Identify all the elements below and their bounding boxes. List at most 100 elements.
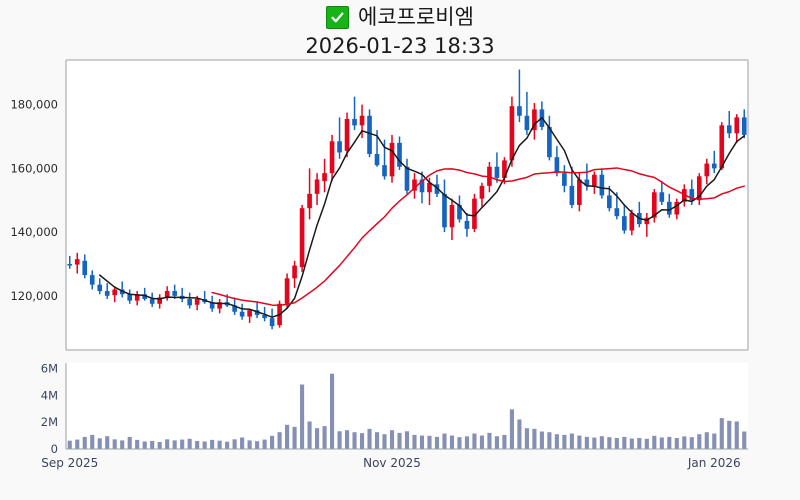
candle-body (352, 118, 357, 126)
volume-bar (652, 435, 657, 449)
candle-body (89, 275, 95, 285)
volume-bar (90, 434, 95, 449)
candlestick (711, 150, 717, 174)
candle-body (172, 291, 177, 296)
candlestick (629, 209, 635, 236)
candle-body (239, 311, 245, 317)
volume-bar (352, 432, 357, 449)
moving-average-long-line (211, 167, 745, 306)
volume-bar (427, 435, 432, 449)
volume-bar (682, 436, 687, 449)
candle-body (82, 260, 88, 276)
candlestick (142, 287, 148, 301)
candle-body (689, 189, 695, 201)
volume-bar (359, 433, 365, 449)
moving-average-short-line (98, 116, 745, 318)
candle-body (629, 212, 635, 231)
volume-bar (479, 435, 485, 449)
volume-bar (255, 441, 260, 449)
candle-body (427, 182, 432, 193)
volume-bar (397, 432, 402, 449)
volume-bar (509, 409, 514, 449)
volume-bar (247, 440, 252, 449)
candle-body (142, 294, 148, 300)
candle-body (419, 179, 425, 193)
x-axis-tick-label: Jan 2026 (687, 456, 741, 470)
candle-body (696, 176, 702, 201)
candlestick (104, 283, 110, 300)
candle-body (524, 115, 530, 131)
candle-body (292, 265, 297, 279)
candle-body (599, 174, 605, 196)
candlestick (562, 165, 567, 193)
candle-body (67, 263, 73, 266)
candle-body (322, 173, 327, 182)
candlestick (164, 286, 170, 301)
candlestick (464, 212, 470, 237)
candle-body (532, 109, 537, 131)
candle-body (337, 141, 342, 153)
volume-bar (157, 442, 162, 449)
volume-bar (719, 418, 724, 449)
volume-bar (577, 435, 582, 449)
candlestick (532, 103, 537, 140)
candle-body (329, 141, 335, 174)
volume-bar (374, 432, 380, 449)
volume-bar (412, 434, 417, 449)
volume-bar (75, 439, 80, 449)
candle-body (734, 117, 740, 134)
candlestick (74, 252, 80, 274)
candle-body (517, 106, 522, 116)
candlestick (239, 303, 245, 320)
volume-bar (697, 434, 702, 449)
volume-bar (240, 437, 245, 449)
volume-bar (502, 434, 507, 449)
candle-body (404, 166, 410, 191)
candlestick (307, 168, 312, 220)
volume-bar (622, 436, 627, 449)
volume-bar (404, 431, 410, 449)
volume-bar (307, 421, 312, 449)
volume-bar (569, 433, 574, 449)
candle-body (592, 174, 597, 186)
candlestick (666, 193, 672, 218)
candle-body (269, 318, 275, 327)
candlestick (269, 308, 275, 330)
volume-bar (82, 436, 87, 449)
volume-bar (165, 439, 170, 449)
volume-bar (637, 437, 642, 449)
candle-body (659, 192, 665, 202)
x-axis-tick-label: Sep 2025 (41, 456, 98, 470)
candle-body (577, 179, 582, 205)
candle-body (562, 173, 567, 186)
volume-bar (562, 434, 567, 449)
candle-body (367, 115, 372, 155)
candlestick (172, 284, 177, 300)
volume-bar (382, 434, 387, 449)
volume-bar (659, 437, 664, 449)
candlestick (442, 179, 447, 233)
candlestick (419, 171, 425, 204)
candlestick (494, 152, 500, 183)
volume-bar (592, 437, 597, 449)
candle-body (457, 205, 462, 220)
volume-bar (584, 436, 589, 449)
candlestick (547, 115, 552, 161)
candlestick (397, 136, 402, 170)
volume-bar (202, 441, 207, 449)
candlestick (322, 158, 327, 193)
candlestick (352, 96, 357, 131)
candlestick (217, 299, 222, 314)
x-axis-tick-label: Nov 2025 (363, 456, 421, 470)
candlestick (149, 292, 155, 307)
volume-bar (547, 432, 552, 449)
candlestick (704, 158, 710, 185)
volume-bar (517, 419, 522, 449)
candlestick (472, 193, 477, 233)
volume-bar (232, 439, 237, 449)
volume-bar (262, 439, 267, 449)
volume-bar (712, 433, 717, 449)
volume-bar (337, 431, 342, 449)
volume-bar (127, 436, 132, 449)
